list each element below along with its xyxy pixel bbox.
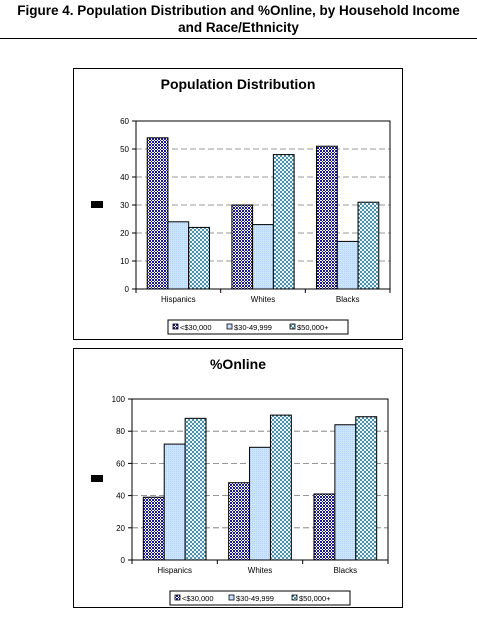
bar-hispanics-30-000 — [142, 496, 165, 561]
axis-marker — [91, 201, 103, 208]
chart-title: %Online — [210, 356, 266, 372]
percent-online-panel: %Online 0 20 40 60 80 100 Hispanics Whites Blacks… — [73, 348, 403, 608]
category-label-hispanics: Hispanics — [161, 295, 196, 304]
legend-label-30-000: <$30,000 — [182, 594, 214, 603]
bar-blacks-30-49-999 — [336, 240, 359, 290]
y-tick-label: 20 — [120, 229, 129, 238]
legend-swatch-30-49-999 — [226, 323, 233, 330]
y-tick-label: 0 — [125, 285, 130, 294]
figure-title: Figure 4. Population Distribution and %O… — [0, 2, 477, 36]
axis-marker — [91, 475, 103, 482]
title-rule — [0, 38, 477, 39]
legend-swatch-30-000 — [174, 594, 181, 601]
legend: <$30,000 $30-49,999 $50,000+ — [167, 319, 349, 335]
category-label-hispanics: Hispanics — [157, 566, 192, 575]
bar-whites-30-000 — [231, 204, 254, 290]
bar-blacks-30-000 — [316, 145, 338, 290]
population-distribution-chart: Population Distribution 0 10 20 30 40 50 60 Hisp… — [91, 76, 391, 335]
y-tick-label: 40 — [116, 492, 125, 501]
y-tick-label: 0 — [121, 556, 126, 565]
legend-label-30-49-999: $30-49,999 — [234, 323, 272, 332]
percent-online-chart: %Online 0 20 40 60 80 100 Hispanics Whites Blacks… — [91, 356, 389, 606]
y-tick-label: 60 — [116, 459, 125, 468]
legend: <$30,000 $30-49,999 $50,000+ — [169, 590, 351, 606]
legend-swatch-50-000 — [291, 594, 298, 601]
legend-swatch-50-000 — [289, 323, 296, 330]
y-tick-label: 40 — [120, 173, 129, 182]
bar-whites-50-000 — [272, 154, 295, 290]
legend-label-50-000: $50,000+ — [297, 323, 329, 332]
legend-box — [167, 319, 349, 335]
category-label-blacks: Blacks — [336, 295, 360, 304]
figure-title-line2: and Race/Ethnicity — [178, 20, 299, 35]
category-label-whites: Whites — [248, 566, 272, 575]
y-tick-label: 10 — [120, 257, 129, 266]
bar-hispanics-30-000 — [146, 137, 169, 290]
y-tick-label: 100 — [112, 395, 126, 404]
bar-blacks-50-000 — [357, 201, 380, 290]
legend-label-30-000: <$30,000 — [180, 323, 212, 332]
category-label-blacks: Blacks — [334, 566, 358, 575]
legend-label-30-49-999: $30-49,999 — [236, 594, 274, 603]
bar-whites-30-49-999 — [249, 446, 271, 561]
chart-title: Population Distribution — [161, 76, 316, 92]
legend-swatch-30-49-999 — [228, 594, 235, 601]
bar-hispanics-50-000 — [184, 417, 207, 561]
bar-hispanics-50-000 — [188, 226, 210, 290]
bar-blacks-50-000 — [355, 416, 378, 561]
bar-blacks-30-49-999 — [334, 424, 357, 561]
bar-whites-50-000 — [269, 414, 292, 561]
y-tick-label: 20 — [116, 524, 125, 533]
y-tick-label: 30 — [120, 201, 129, 210]
y-tick-label: 50 — [120, 145, 129, 154]
y-tick-label: 80 — [116, 427, 125, 436]
legend-box — [169, 590, 351, 606]
bar-hispanics-30-49-999 — [167, 221, 190, 290]
legend-label-50-000: $50,000+ — [299, 594, 331, 603]
population-distribution-panel: Population Distribution 0 10 20 30 40 50 60 Hisp… — [73, 68, 403, 340]
bar-whites-30-49-999 — [252, 224, 274, 290]
category-label-whites: Whites — [251, 295, 275, 304]
bar-hispanics-30-49-999 — [163, 443, 186, 561]
bar-whites-30-000 — [228, 482, 251, 561]
bar-blacks-30-000 — [313, 493, 336, 561]
figure-title-line1: Figure 4. Population Distribution and %O… — [17, 3, 460, 18]
y-tick-label: 60 — [120, 117, 129, 126]
legend-swatch-30-000 — [172, 323, 179, 330]
